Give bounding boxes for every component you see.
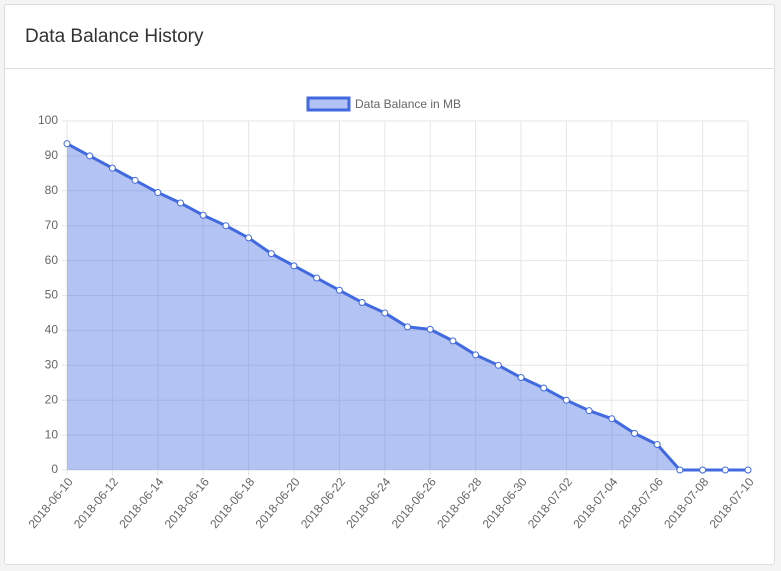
point xyxy=(199,211,207,219)
point xyxy=(86,152,94,160)
point xyxy=(313,274,321,282)
point xyxy=(472,351,480,359)
point xyxy=(608,415,616,423)
x-tick-label: 2018-06-16 xyxy=(162,475,212,531)
point xyxy=(290,262,298,270)
legend-label: Data Balance in MB xyxy=(355,97,461,111)
point xyxy=(653,441,661,449)
y-tick-label: 70 xyxy=(45,218,59,232)
point xyxy=(585,407,593,415)
point xyxy=(335,286,343,294)
x-tick-label: 2018-06-18 xyxy=(207,475,257,531)
x-tick-label: 2018-06-20 xyxy=(253,475,303,531)
point xyxy=(177,199,184,207)
y-tick-label: 30 xyxy=(45,357,59,371)
x-tick-label: 2018-06-24 xyxy=(343,475,393,531)
y-tick-label: 50 xyxy=(45,288,59,302)
point xyxy=(517,374,525,382)
x-tick-label: 2018-06-22 xyxy=(298,475,348,531)
y-tick-label: 100 xyxy=(38,113,58,127)
y-tick-label: 40 xyxy=(45,323,59,337)
area xyxy=(67,143,748,470)
x-tick-label: 2018-06-14 xyxy=(116,475,166,531)
point xyxy=(631,429,638,437)
card-title: Data Balance History xyxy=(5,5,774,69)
point xyxy=(222,222,230,230)
x-tick-label: 2018-07-08 xyxy=(661,475,711,531)
point xyxy=(267,250,275,258)
x-tick-label: 2018-07-10 xyxy=(707,475,757,531)
card: Data Balance History xyxy=(4,4,775,565)
point xyxy=(562,396,570,404)
y-tick-label: 80 xyxy=(45,183,59,197)
point xyxy=(540,384,548,392)
x-tick-label: 2018-06-12 xyxy=(71,475,121,531)
y-tick-label: 20 xyxy=(45,392,59,406)
point xyxy=(154,189,162,197)
x-tick-label: 2018-07-02 xyxy=(525,475,575,531)
y-tick-label: 10 xyxy=(45,427,59,441)
x-tick-label: 2018-06-26 xyxy=(389,475,439,531)
y-tick-label: 60 xyxy=(45,253,59,267)
point xyxy=(245,234,253,242)
x-tick-label: 2018-06-10 xyxy=(26,475,76,531)
y-tick-label: 90 xyxy=(45,148,59,162)
x-tick-label: 2018-06-30 xyxy=(480,475,530,531)
x-tick-label: 2018-07-04 xyxy=(570,475,620,531)
point xyxy=(131,176,139,184)
point xyxy=(381,309,389,317)
y-tick-label: 0 xyxy=(51,462,58,476)
x-tick-label: 2018-07-06 xyxy=(616,475,666,531)
legend-swatch xyxy=(306,96,351,112)
point xyxy=(494,361,502,369)
point xyxy=(721,466,729,474)
point xyxy=(108,164,116,172)
point xyxy=(404,323,411,331)
point xyxy=(63,140,71,148)
point xyxy=(358,298,366,306)
point xyxy=(449,337,457,345)
point xyxy=(744,466,752,474)
point xyxy=(699,466,707,474)
point xyxy=(676,466,684,474)
x-tick-label: 2018-06-28 xyxy=(434,475,484,531)
point xyxy=(426,325,434,333)
